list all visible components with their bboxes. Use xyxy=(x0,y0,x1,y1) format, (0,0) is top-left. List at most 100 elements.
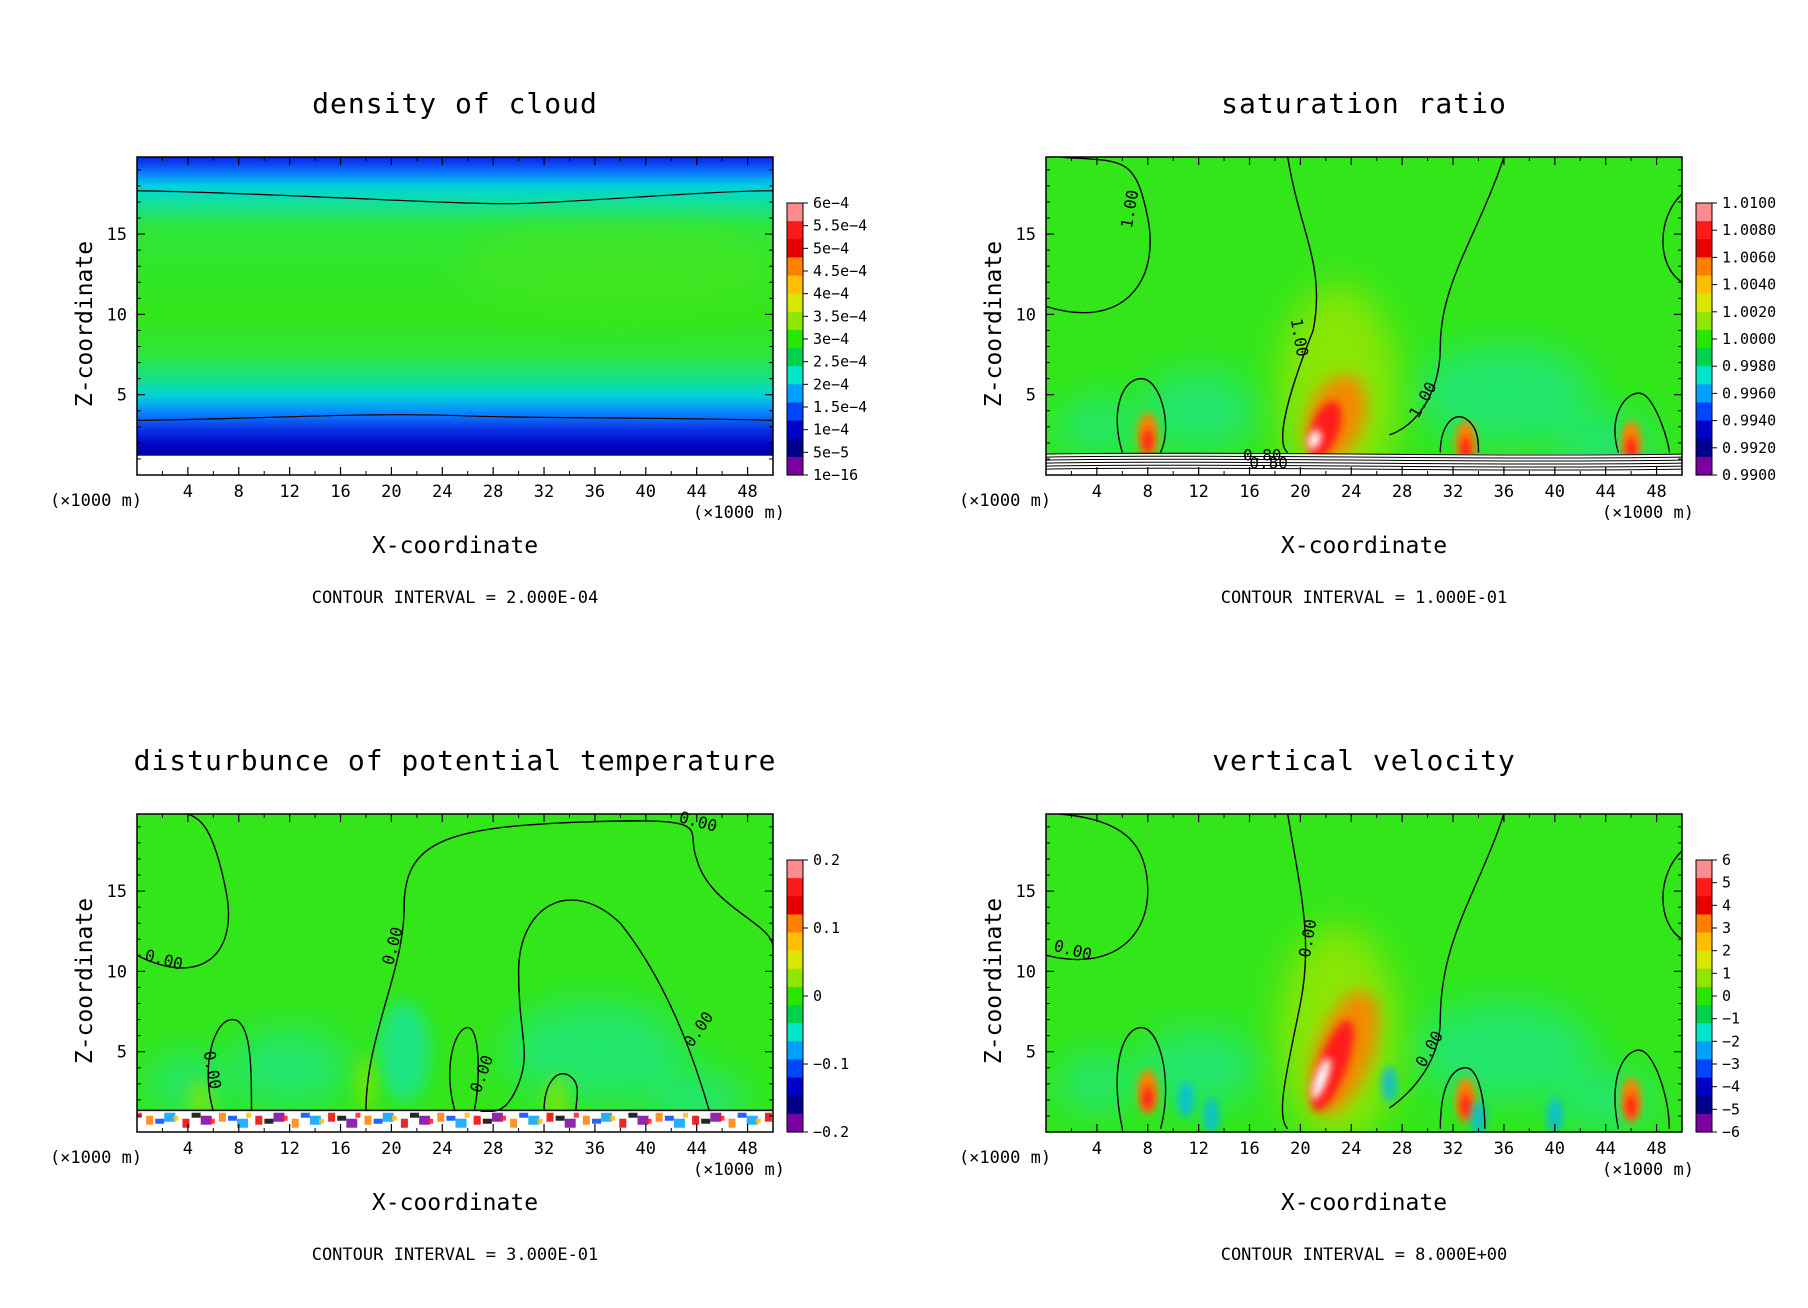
plot-frame xyxy=(136,813,774,1133)
colorbar-label: 5.5e−4 xyxy=(813,217,867,235)
noise-cell xyxy=(482,1118,492,1124)
x-tick-label: 4 xyxy=(1092,1139,1102,1159)
colorbar-band xyxy=(1696,914,1712,934)
x-unit-left: (×1000 m) xyxy=(959,1148,1051,1168)
colorbar-label: 2 xyxy=(1722,942,1731,960)
noise-cell xyxy=(746,1115,758,1125)
noise-cell xyxy=(728,1118,736,1128)
x-unit-left: (×1000 m) xyxy=(959,491,1051,511)
colorbar-band xyxy=(1696,896,1712,915)
colorbar-label: 0.2 xyxy=(813,851,840,869)
noise-cell xyxy=(410,1112,419,1118)
noise-cell xyxy=(737,1112,747,1118)
colorbar-band xyxy=(1696,1041,1712,1061)
colorbar-label: −1 xyxy=(1722,1010,1740,1028)
noise-cell xyxy=(218,1112,226,1122)
colorbar-label: 0 xyxy=(1722,987,1731,1005)
noise-cell xyxy=(137,1112,142,1118)
colorbar-label: −0.1 xyxy=(813,1055,849,1073)
colorbar-label: −5 xyxy=(1722,1100,1740,1118)
colorbar-band xyxy=(787,203,803,222)
noise-cell xyxy=(382,1112,394,1122)
x-tick-label: 16 xyxy=(330,482,350,502)
x-tick-label: 4 xyxy=(183,482,193,502)
contour-line xyxy=(1046,814,1149,961)
noise-cell xyxy=(355,1112,361,1118)
x-tick-label: 4 xyxy=(1092,482,1102,502)
noise-cell xyxy=(491,1112,503,1122)
noise-cell xyxy=(764,1112,772,1122)
y-axis-label: Z-coordinate xyxy=(981,241,1007,407)
contour-line xyxy=(449,1026,479,1112)
x-tick-label: 4 xyxy=(183,1139,193,1159)
x-tick-label: 48 xyxy=(1646,482,1666,502)
downdraft xyxy=(1381,1065,1398,1102)
colorbar-band xyxy=(1696,968,1712,988)
x-tick-label: 44 xyxy=(686,1139,706,1159)
contour-line xyxy=(137,190,773,205)
x-tick-label: 28 xyxy=(483,482,503,502)
x-tick-label: 36 xyxy=(1494,482,1514,502)
colorbar-label: 6e−4 xyxy=(813,194,849,212)
colorbar-label: 4e−4 xyxy=(813,285,849,303)
y-tick-label: 10 xyxy=(1016,305,1036,325)
contour-line xyxy=(1281,814,1307,1130)
x-tick-label: 48 xyxy=(1646,1139,1666,1159)
contour-line xyxy=(1046,157,1151,314)
colorbar-band xyxy=(1696,1077,1712,1097)
panel-title: disturbunce of potential temperature xyxy=(134,744,777,777)
x-tick-label: 12 xyxy=(1188,482,1208,502)
contour-line xyxy=(1116,1026,1167,1129)
x-tick-label: 36 xyxy=(1494,1139,1514,1159)
noise-cell xyxy=(692,1115,700,1125)
contour-line xyxy=(1662,850,1682,940)
x-tick-label: 8 xyxy=(234,1139,244,1159)
noise-cell xyxy=(755,1118,761,1124)
colorbar-label: 1.0040 xyxy=(1722,276,1776,294)
contour-line xyxy=(480,899,711,1113)
low-zone xyxy=(1056,396,1137,457)
colorbar-band xyxy=(787,1113,803,1133)
colorbar-band xyxy=(787,1095,803,1115)
colorbar-label: 4 xyxy=(1722,896,1731,914)
x-tick-label: 16 xyxy=(1239,482,1259,502)
low-zone xyxy=(1138,370,1259,451)
x-tick-label: 40 xyxy=(1545,482,1565,502)
y-tick-label: 15 xyxy=(1016,882,1036,902)
colorbar-band xyxy=(1696,932,1712,952)
contour-line xyxy=(1439,1067,1486,1129)
plot-frame xyxy=(1045,813,1683,1133)
y-axis-label: Z-coordinate xyxy=(72,898,98,1064)
plot-frame xyxy=(1045,156,1683,476)
x-unit-right: (×1000 m) xyxy=(1602,1160,1694,1180)
colorbar-band xyxy=(787,293,803,313)
noise-cell xyxy=(537,1118,543,1124)
colorbar-band xyxy=(787,860,803,879)
noise-cell xyxy=(455,1118,467,1128)
small-cell-core xyxy=(1142,429,1153,454)
colorbar-band xyxy=(1696,203,1712,222)
contour-label: 0.80 xyxy=(1243,446,1282,465)
x-tick-label: 32 xyxy=(534,482,554,502)
colorbar-band xyxy=(1696,239,1712,258)
x-tick-label: 20 xyxy=(381,482,401,502)
colorbar-band xyxy=(1696,1059,1712,1079)
y-tick-label: 5 xyxy=(117,386,127,406)
colorbar-band xyxy=(1696,384,1712,404)
noise-cell xyxy=(510,1118,518,1128)
x-tick-label: 28 xyxy=(483,1139,503,1159)
noise-cell xyxy=(373,1118,383,1124)
contour-line xyxy=(1614,392,1670,453)
x-unit-left: (×1000 m) xyxy=(50,491,142,511)
downdraft xyxy=(1177,1081,1194,1118)
noise-cell xyxy=(309,1115,321,1125)
noise-cell xyxy=(573,1112,579,1118)
colorbar-band xyxy=(787,438,803,458)
x-unit-left: (×1000 m) xyxy=(50,1148,142,1168)
contour-line xyxy=(1046,461,1682,465)
colorbar-band xyxy=(1696,986,1712,1006)
downdraft xyxy=(1203,1097,1220,1132)
x-tick-label: 32 xyxy=(534,1139,554,1159)
contour-line xyxy=(137,414,773,421)
